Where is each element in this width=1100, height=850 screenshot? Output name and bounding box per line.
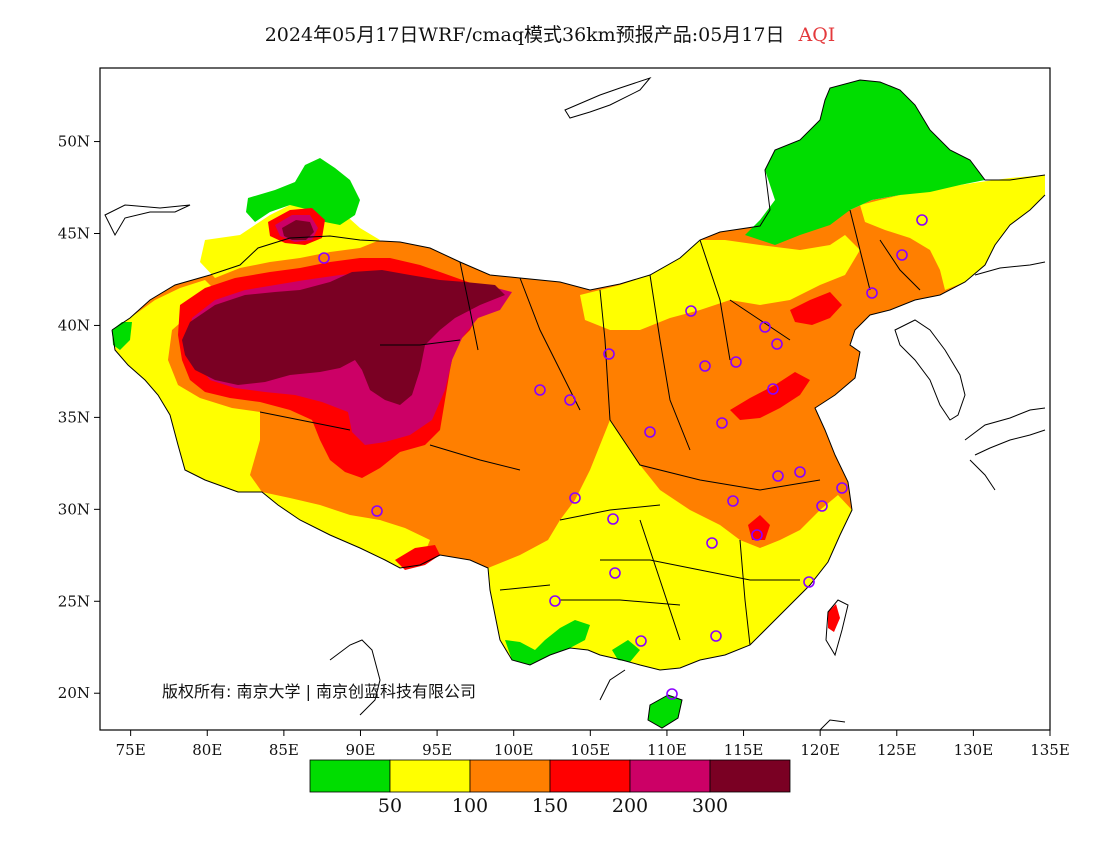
legend-label: 300 (692, 795, 728, 817)
aqi-region-red-wuhan (748, 515, 770, 540)
legend-label: 150 (532, 795, 568, 817)
latitude-axis: 20N 25N 30N 35N 40N 45N 50N (58, 133, 100, 702)
legend-swatch (709, 759, 791, 793)
legend-swatch (389, 759, 471, 793)
lon-tick-label: 100E (494, 741, 534, 759)
aqi-region-yellow-south (488, 420, 852, 670)
boundary-lines (104, 76, 1046, 730)
lat-tick-label: 45N (58, 225, 90, 243)
lat-tick-label: 40N (58, 316, 90, 334)
aqi-region-green-south-coast (505, 620, 590, 665)
lon-tick-label: 110E (647, 741, 687, 759)
longitude-axis: 75E 80E 85E 90E 95E 100E 105E 110E 115E 120E 125E 1… (116, 730, 1070, 759)
aqi-region-red-shandong (730, 372, 810, 420)
lon-tick-label: 125E (877, 741, 917, 759)
map-title: 2024年05月17日WRF/cmaq模式36km预报产品:05月17日 AQI (0, 20, 1100, 47)
lon-tick-label: 115E (724, 741, 764, 759)
lon-tick-label: 135E (1030, 741, 1070, 759)
color-legend: 50 100 150 200 300 (309, 759, 791, 817)
station-markers (318, 214, 928, 700)
legend-label: 50 (378, 795, 402, 817)
aqi-region-green-guangdong (612, 640, 640, 662)
title-variable: AQI (798, 24, 836, 46)
lon-tick-label: 105E (571, 741, 611, 759)
lat-tick-label: 50N (58, 133, 90, 151)
copyright-text: 版权所有: 南京大学 | 南京创蓝科技有限公司 (162, 682, 476, 701)
aqi-region-yellow-tibet-south (262, 492, 430, 568)
aqi-region-maroon-tarim (182, 270, 505, 405)
aqi-region-green-xinjiang (246, 158, 360, 225)
legend-label: 100 (452, 795, 488, 817)
lon-tick-label: 90E (345, 741, 375, 759)
lat-tick-label: 30N (58, 500, 90, 518)
legend-swatch (309, 759, 391, 793)
lat-tick-label: 35N (58, 408, 90, 426)
lon-tick-label: 80E (192, 741, 222, 759)
legend-swatch (549, 759, 631, 793)
aqi-region-yellow-west (112, 280, 262, 492)
aqi-region-maroon-xj-hotspot (282, 220, 314, 240)
aqi-region-red-north-china (790, 292, 842, 325)
aqi-region-green-northeast (745, 80, 985, 245)
legend-swatch (629, 759, 711, 793)
lon-tick-label: 85E (269, 741, 299, 759)
title-text: 2024年05月17日WRF/cmaq模式36km预报产品:05月17日 (264, 24, 785, 46)
lat-tick-label: 25N (58, 592, 90, 610)
lon-tick-label: 130E (954, 741, 994, 759)
lon-tick-label: 120E (800, 741, 840, 759)
legend-label: 200 (612, 795, 648, 817)
lon-tick-label: 75E (116, 741, 146, 759)
aqi-region-yellow-northeast (860, 175, 1045, 290)
map-frame (99, 67, 1051, 731)
aqi-region-red-taiwan (828, 604, 840, 632)
aqi-region-green-hainan (648, 695, 682, 728)
aqi-region-red-tibet-east (395, 545, 440, 570)
lon-tick-label: 95E (422, 741, 452, 759)
aqi-region-yellow-north (580, 235, 860, 330)
legend-swatch (469, 759, 551, 793)
aqi-region-green-west (112, 322, 132, 350)
lat-tick-label: 20N (58, 684, 90, 702)
map-content: 版权所有: 南京大学 | 南京创蓝科技有限公司 (104, 76, 1046, 730)
